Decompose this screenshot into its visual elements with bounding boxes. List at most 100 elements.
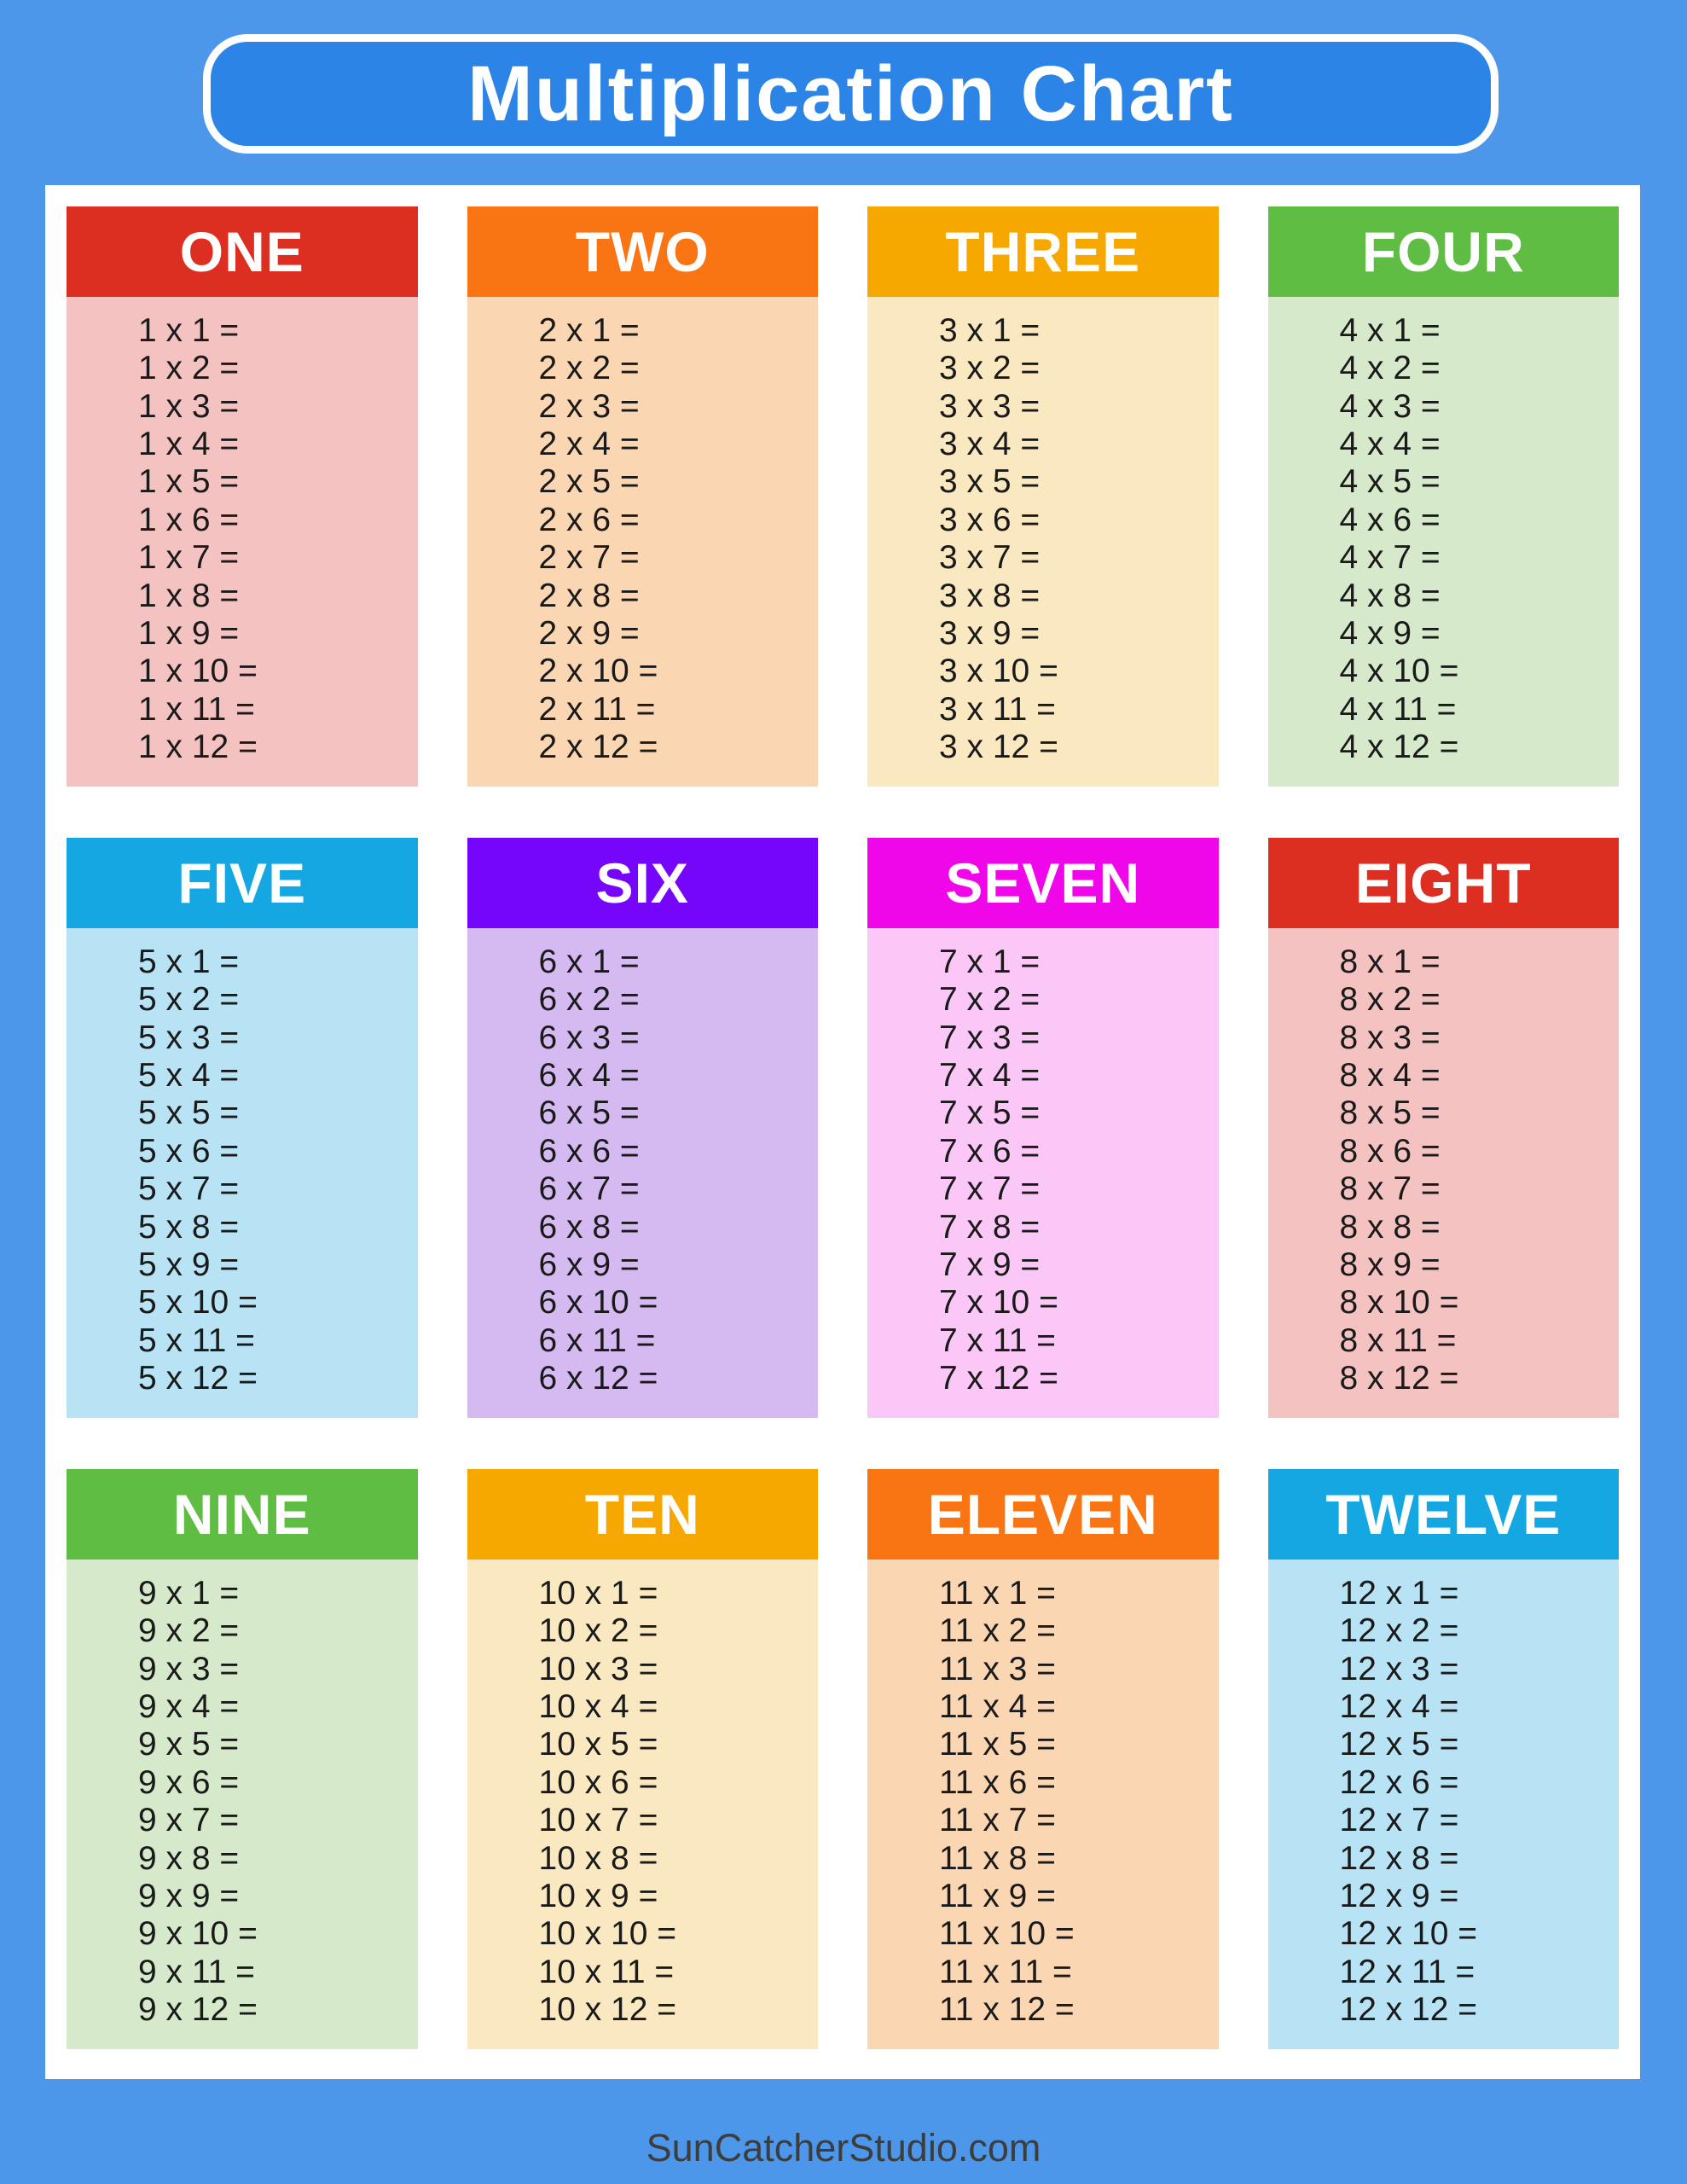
times-table-grid: ONE 1 x 1 = 1 x 2 = 1 x 3 = 1 x 4 = 1 x 5 = 1… [67, 206, 1619, 2049]
multiplication-row: 7 x 2 = [939, 981, 1041, 1019]
multiplication-row: 2 x 6 = [538, 501, 640, 538]
multiplication-row: 12 x 6 = [1339, 1763, 1459, 1801]
multiplication-row: 9 x 9 = [138, 1877, 240, 1914]
multiplication-row: 2 x 1 = [538, 312, 640, 349]
card-header: SIX [467, 838, 818, 928]
multiplication-row: 11 x 10 = [939, 1915, 1075, 1953]
card-header: SEVEN [867, 838, 1219, 928]
multiplication-row: 2 x 10 = [538, 653, 658, 690]
multiplication-row: 3 x 3 = [939, 387, 1041, 425]
card-title: FIVE [177, 851, 307, 915]
multiplication-row: 11 x 2 = [939, 1612, 1056, 1650]
times-table-card-eight: EIGHT 8 x 1 = 8 x 2 = 8 x 3 = 8 x 4 = 8 x 5 … [1267, 838, 1619, 1418]
multiplication-row: 3 x 1 = [939, 312, 1041, 349]
card-header: TWELVE [1267, 1469, 1619, 1560]
multiplication-row: 6 x 4 = [538, 1057, 640, 1095]
multiplication-row: 6 x 12 = [538, 1359, 658, 1397]
multiplication-row: 12 x 7 = [1339, 1802, 1459, 1839]
multiplication-row: 5 x 5 = [138, 1095, 240, 1132]
times-table-card-two: TWO 2 x 1 = 2 x 2 = 2 x 3 = 2 x 4 = 2 x 5 = 2… [467, 206, 818, 787]
card-title: TWELVE [1325, 1483, 1562, 1546]
multiplication-row: 11 x 1 = [939, 1575, 1056, 1612]
multiplication-row: 9 x 10 = [138, 1915, 258, 1953]
multiplication-row: 10 x 11 = [538, 1953, 675, 1990]
multiplication-row: 4 x 5 = [1339, 463, 1441, 501]
card-body: 6 x 1 = 6 x 2 = 6 x 3 = 6 x 4 = 6 x 5 = 6 x 6… [467, 928, 818, 1418]
card-body: 9 x 1 = 9 x 2 = 9 x 3 = 9 x 4 = 9 x 5 = 9 x 6… [67, 1560, 418, 2049]
multiplication-row: 7 x 1 = [939, 944, 1041, 980]
multiplication-row: 11 x 11 = [939, 1953, 1072, 1990]
card-header: ONE [67, 206, 418, 297]
multiplication-row: 1 x 7 = [138, 539, 240, 577]
footer-credit: SunCatcherStudio.com [646, 2126, 1041, 2169]
multiplication-row: 7 x 6 = [939, 1132, 1041, 1170]
card-header: FOUR [1267, 206, 1619, 297]
multiplication-row: 4 x 1 = [1339, 312, 1441, 349]
multiplication-row: 9 x 2 = [138, 1612, 240, 1650]
multiplication-row: 7 x 3 = [939, 1019, 1041, 1056]
card-title: SEVEN [945, 851, 1141, 915]
multiplication-row: 9 x 7 = [138, 1802, 240, 1839]
multiplication-row: 5 x 10 = [138, 1284, 258, 1321]
multiplication-row: 2 x 5 = [538, 463, 640, 501]
multiplication-row: 9 x 1 = [138, 1575, 240, 1612]
title-banner: Multiplication Chart [203, 34, 1499, 154]
multiplication-row: 11 x 8 = [939, 1839, 1056, 1877]
multiplication-row: 5 x 9 = [138, 1246, 240, 1283]
multiplication-row: 2 x 7 = [538, 539, 640, 577]
multiplication-row: 11 x 5 = [939, 1726, 1056, 1763]
multiplication-row: 9 x 12 = [138, 1990, 258, 2028]
card-header: TEN [467, 1469, 818, 1560]
multiplication-row: 10 x 1 = [538, 1575, 658, 1612]
multiplication-row: 12 x 1 = [1339, 1575, 1459, 1612]
card-body: 7 x 1 = 7 x 2 = 7 x 3 = 7 x 4 = 7 x 5 = 7 x 6… [867, 928, 1219, 1418]
multiplication-row: 5 x 4 = [138, 1057, 240, 1095]
multiplication-row: 8 x 8 = [1339, 1208, 1441, 1246]
multiplication-row: 1 x 11 = [138, 690, 255, 728]
multiplication-row: 2 x 12 = [538, 728, 658, 765]
card-title: TWO [575, 220, 710, 283]
multiplication-row: 7 x 12 = [939, 1359, 1058, 1397]
multiplication-row: 3 x 2 = [939, 350, 1041, 387]
multiplication-row: 8 x 3 = [1339, 1019, 1441, 1056]
multiplication-row: 12 x 12 = [1339, 1990, 1478, 2028]
multiplication-row: 12 x 4 = [1339, 1688, 1459, 1726]
multiplication-row: 5 x 6 = [138, 1132, 240, 1170]
multiplication-row: 6 x 9 = [538, 1246, 640, 1283]
times-table-card-five: FIVE 5 x 1 = 5 x 2 = 5 x 3 = 5 x 4 = 5 x 5 =… [67, 838, 418, 1418]
times-table-card-three: THREE 3 x 1 = 3 x 2 = 3 x 3 = 3 x 4 = 3 x 5 … [867, 206, 1219, 787]
card-title: TEN [584, 1483, 700, 1546]
multiplication-row: 1 x 2 = [138, 350, 240, 387]
card-header: FIVE [67, 838, 418, 928]
multiplication-row: 11 x 6 = [939, 1763, 1056, 1801]
multiplication-row: 7 x 8 = [939, 1208, 1041, 1246]
multiplication-row: 6 x 1 = [538, 944, 640, 980]
multiplication-row: 11 x 4 = [939, 1688, 1056, 1726]
multiplication-row: 12 x 9 = [1339, 1877, 1459, 1914]
multiplication-row: 10 x 2 = [538, 1612, 658, 1650]
multiplication-row: 9 x 6 = [138, 1763, 240, 1801]
multiplication-row: 10 x 10 = [538, 1915, 677, 1953]
card-header: TWO [467, 206, 818, 297]
multiplication-row: 2 x 4 = [538, 426, 640, 463]
card-header: EIGHT [1267, 838, 1619, 928]
multiplication-row: 6 x 11 = [538, 1321, 656, 1359]
multiplication-row: 11 x 3 = [939, 1650, 1056, 1687]
multiplication-row: 5 x 2 = [138, 981, 240, 1019]
card-title: NINE [172, 1483, 311, 1546]
multiplication-row: 7 x 9 = [939, 1246, 1041, 1283]
multiplication-row: 3 x 4 = [939, 426, 1041, 463]
multiplication-row: 5 x 11 = [138, 1321, 255, 1359]
multiplication-row: 6 x 10 = [538, 1284, 658, 1321]
multiplication-row: 3 x 6 = [939, 501, 1041, 538]
multiplication-row: 4 x 7 = [1339, 539, 1441, 577]
card-title: THREE [945, 220, 1141, 283]
multiplication-row: 3 x 10 = [939, 653, 1058, 690]
card-header: THREE [867, 206, 1219, 297]
multiplication-row: 8 x 6 = [1339, 1132, 1441, 1170]
multiplication-row: 4 x 2 = [1339, 350, 1441, 387]
multiplication-row: 4 x 12 = [1339, 728, 1459, 765]
card-body: 12 x 1 = 12 x 2 = 12 x 3 = 12 x 4 = 12 x 5 =… [1267, 1560, 1619, 2049]
multiplication-row: 9 x 4 = [138, 1688, 240, 1726]
